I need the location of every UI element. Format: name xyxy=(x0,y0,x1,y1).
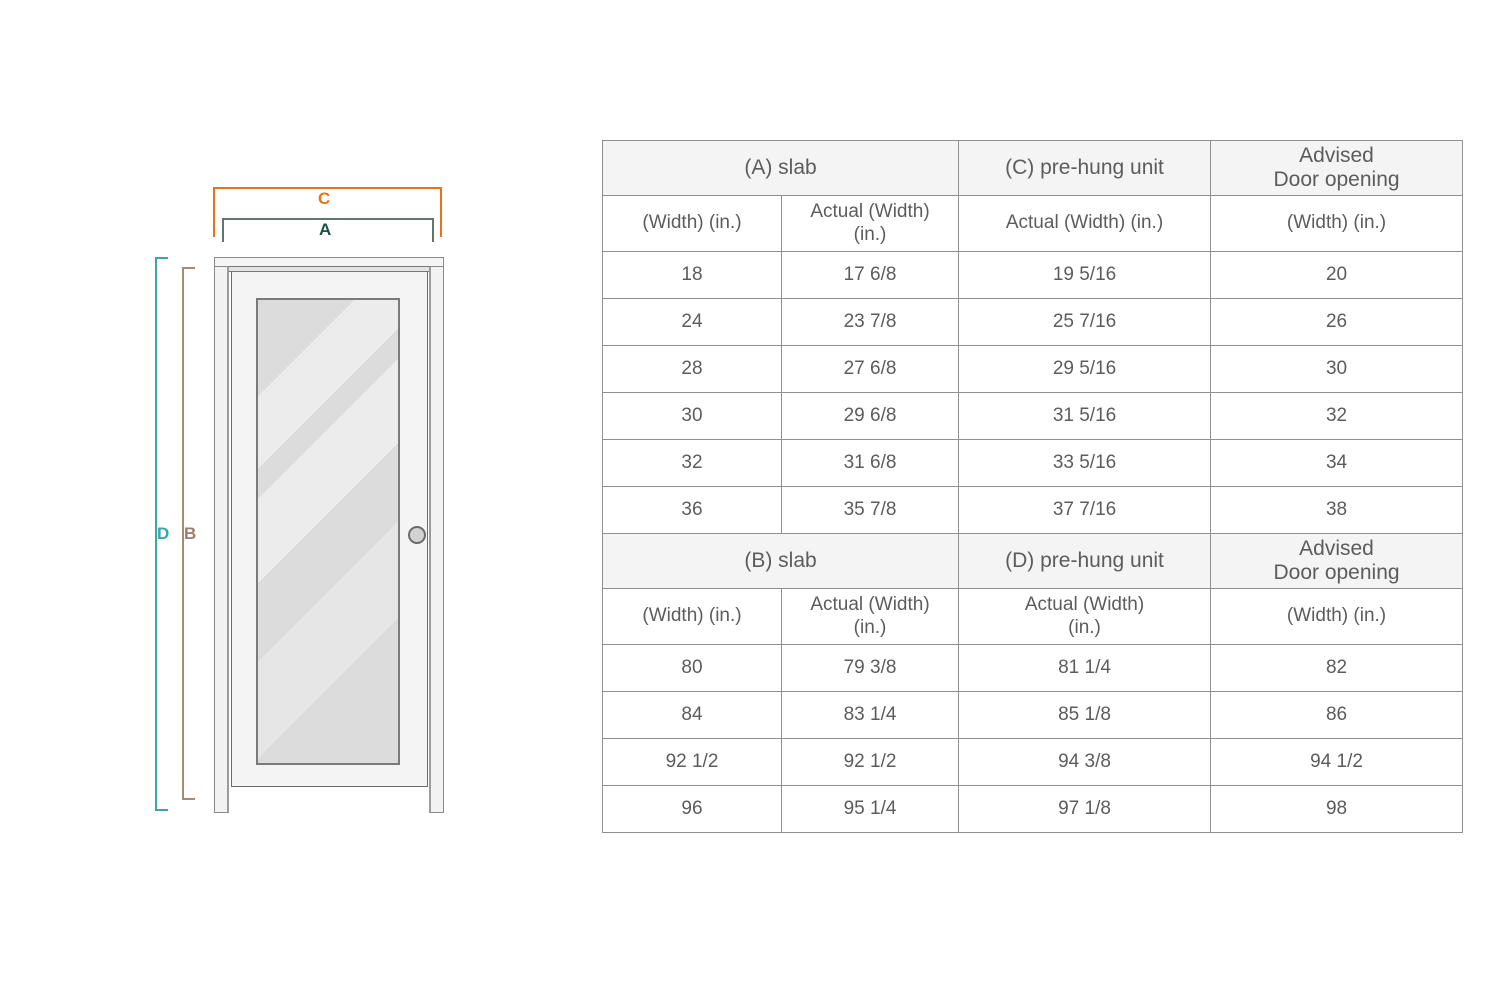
table-cell: 25 7/16 xyxy=(958,298,1212,346)
table-cell: 30 xyxy=(1210,345,1464,393)
table-row: 24 23 7/8 25 7/16 26 xyxy=(602,298,1464,346)
table-cell: 97 1/8 xyxy=(958,785,1212,833)
table-cell: 29 6/8 xyxy=(780,392,960,440)
group-header-a-slab: (A) slab xyxy=(601,140,960,196)
table-cell: 37 7/16 xyxy=(958,486,1212,534)
table-cell: 36 xyxy=(602,486,782,534)
table-cell: 26 xyxy=(1210,298,1464,346)
column-header: Actual (Width) (in.) xyxy=(780,195,960,252)
dimension-bracket-b xyxy=(182,267,195,800)
group-header-advised: Advised Door opening xyxy=(1210,533,1464,589)
dimension-label-b: B xyxy=(184,524,197,543)
table-cell: 94 1/2 xyxy=(1210,738,1464,786)
table-cell: 28 xyxy=(602,345,782,393)
column-header: (Width) (in.) xyxy=(602,195,782,252)
table-cell: 31 6/8 xyxy=(780,439,960,487)
table-row: 80 79 3/8 81 1/4 82 xyxy=(602,644,1464,692)
table-cell: 19 5/16 xyxy=(958,251,1212,299)
table-cell: 34 xyxy=(1210,439,1464,487)
table-cell: 32 xyxy=(1210,392,1464,440)
table-cell: 84 xyxy=(602,691,782,739)
table-cell: 20 xyxy=(1210,251,1464,299)
column-header: (Width) (in.) xyxy=(1210,588,1464,645)
section-header-row: (B) slab (D) pre-hung unit Advised Door … xyxy=(601,533,1464,589)
table-cell: 95 1/4 xyxy=(780,785,960,833)
door-glass-panel xyxy=(256,298,400,765)
door-frame-left-jamb xyxy=(214,257,229,813)
door-knob-icon xyxy=(408,526,426,544)
table-cell: 32 xyxy=(602,439,782,487)
column-header-row: (Width) (in.) Actual (Width) (in.) Actua… xyxy=(602,588,1464,645)
table-row: 36 35 7/8 37 7/16 38 xyxy=(602,486,1464,534)
table-cell: 30 xyxy=(602,392,782,440)
column-header: (Width) (in.) xyxy=(602,588,782,645)
column-header-row: (Width) (in.) Actual (Width) (in.) Actua… xyxy=(602,195,1464,252)
table-cell: 31 5/16 xyxy=(958,392,1212,440)
table-cell: 86 xyxy=(1210,691,1464,739)
table-row: 96 95 1/4 97 1/8 98 xyxy=(602,785,1464,833)
group-header-advised: Advised Door opening xyxy=(1210,140,1464,196)
table-row: 32 31 6/8 33 5/16 34 xyxy=(602,439,1464,487)
table-cell: 83 1/4 xyxy=(780,691,960,739)
door-size-table: (A) slab (C) pre-hung unit Advised Door … xyxy=(601,140,1464,833)
table-cell: 82 xyxy=(1210,644,1464,692)
group-header-d-prehung: (D) pre-hung unit xyxy=(958,533,1212,589)
dimension-bracket-a xyxy=(222,218,434,242)
table-row: 28 27 6/8 29 5/16 30 xyxy=(602,345,1464,393)
column-header: (Width) (in.) xyxy=(1210,195,1464,252)
table-row: 84 83 1/4 85 1/8 86 xyxy=(602,691,1464,739)
dimension-label-d: D xyxy=(157,524,170,543)
dimension-label-c: C xyxy=(318,189,331,208)
table-cell: 24 xyxy=(602,298,782,346)
dimension-bracket-c xyxy=(213,187,442,237)
table-cell: 85 1/8 xyxy=(958,691,1212,739)
table-row: 18 17 6/8 19 5/16 20 xyxy=(602,251,1464,299)
table-cell: 27 6/8 xyxy=(780,345,960,393)
column-header: Actual (Width) (in.) xyxy=(958,588,1212,645)
table-row: 30 29 6/8 31 5/16 32 xyxy=(602,392,1464,440)
table-cell: 81 1/4 xyxy=(958,644,1212,692)
dimension-bracket-d xyxy=(155,257,168,811)
group-header-c-prehung: (C) pre-hung unit xyxy=(958,140,1212,196)
group-header-b-slab: (B) slab xyxy=(601,533,960,589)
table-cell: 18 xyxy=(602,251,782,299)
table-cell: 80 xyxy=(602,644,782,692)
table-cell: 79 3/8 xyxy=(780,644,960,692)
table-cell: 38 xyxy=(1210,486,1464,534)
dimension-label-a: A xyxy=(319,220,332,239)
table-cell: 35 7/8 xyxy=(780,486,960,534)
table-row: 92 1/2 92 1/2 94 3/8 94 1/2 xyxy=(602,738,1464,786)
table-cell: 94 3/8 xyxy=(958,738,1212,786)
table-cell: 98 xyxy=(1210,785,1464,833)
section-header-row: (A) slab (C) pre-hung unit Advised Door … xyxy=(601,140,1464,196)
table-cell: 17 6/8 xyxy=(780,251,960,299)
column-header: Actual (Width) (in.) xyxy=(780,588,960,645)
table-cell: 29 5/16 xyxy=(958,345,1212,393)
table-cell: 92 1/2 xyxy=(780,738,960,786)
door-frame-right-jamb xyxy=(429,257,444,813)
table-cell: 96 xyxy=(602,785,782,833)
column-header: Actual (Width) (in.) xyxy=(958,195,1212,252)
table-cell: 92 1/2 xyxy=(602,738,782,786)
table-cell: 23 7/8 xyxy=(780,298,960,346)
door-frame-head-stop xyxy=(229,266,429,272)
table-cell: 33 5/16 xyxy=(958,439,1212,487)
